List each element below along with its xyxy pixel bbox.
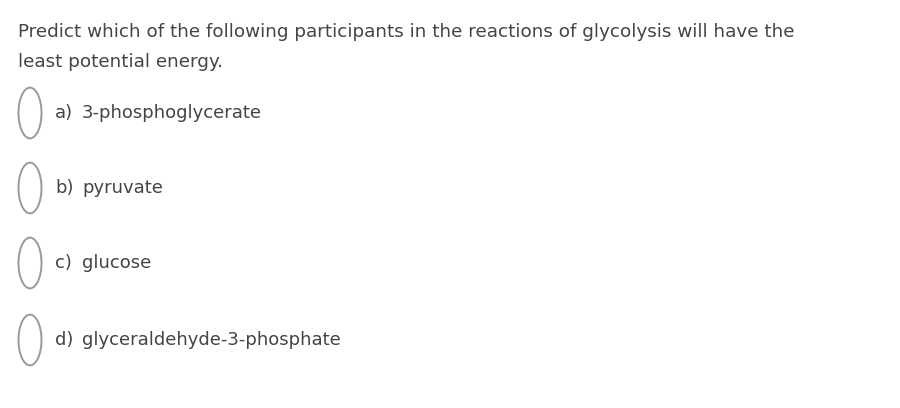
Text: least potential energy.: least potential energy.	[18, 53, 223, 71]
Text: a): a)	[55, 104, 73, 122]
Text: glucose: glucose	[82, 254, 151, 272]
Text: glyceraldehyde-3-phosphate: glyceraldehyde-3-phosphate	[82, 331, 341, 349]
Text: Predict which of the following participants in the reactions of glycolysis will : Predict which of the following participa…	[18, 23, 795, 41]
Text: c): c)	[55, 254, 72, 272]
Text: d): d)	[55, 331, 74, 349]
Text: pyruvate: pyruvate	[82, 179, 163, 197]
Text: 3-phosphoglycerate: 3-phosphoglycerate	[82, 104, 262, 122]
Text: b): b)	[55, 179, 74, 197]
